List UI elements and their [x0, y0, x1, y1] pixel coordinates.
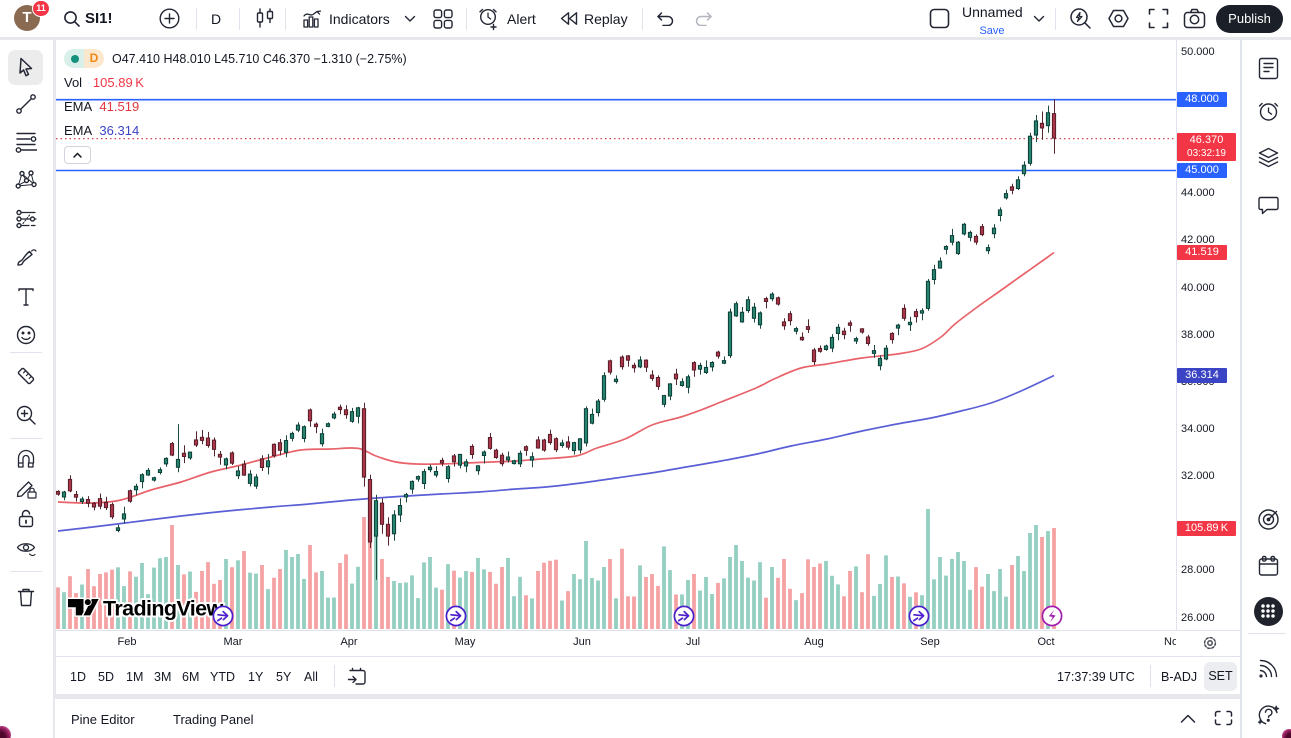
- svg-text:TradingView: TradingView: [103, 597, 224, 621]
